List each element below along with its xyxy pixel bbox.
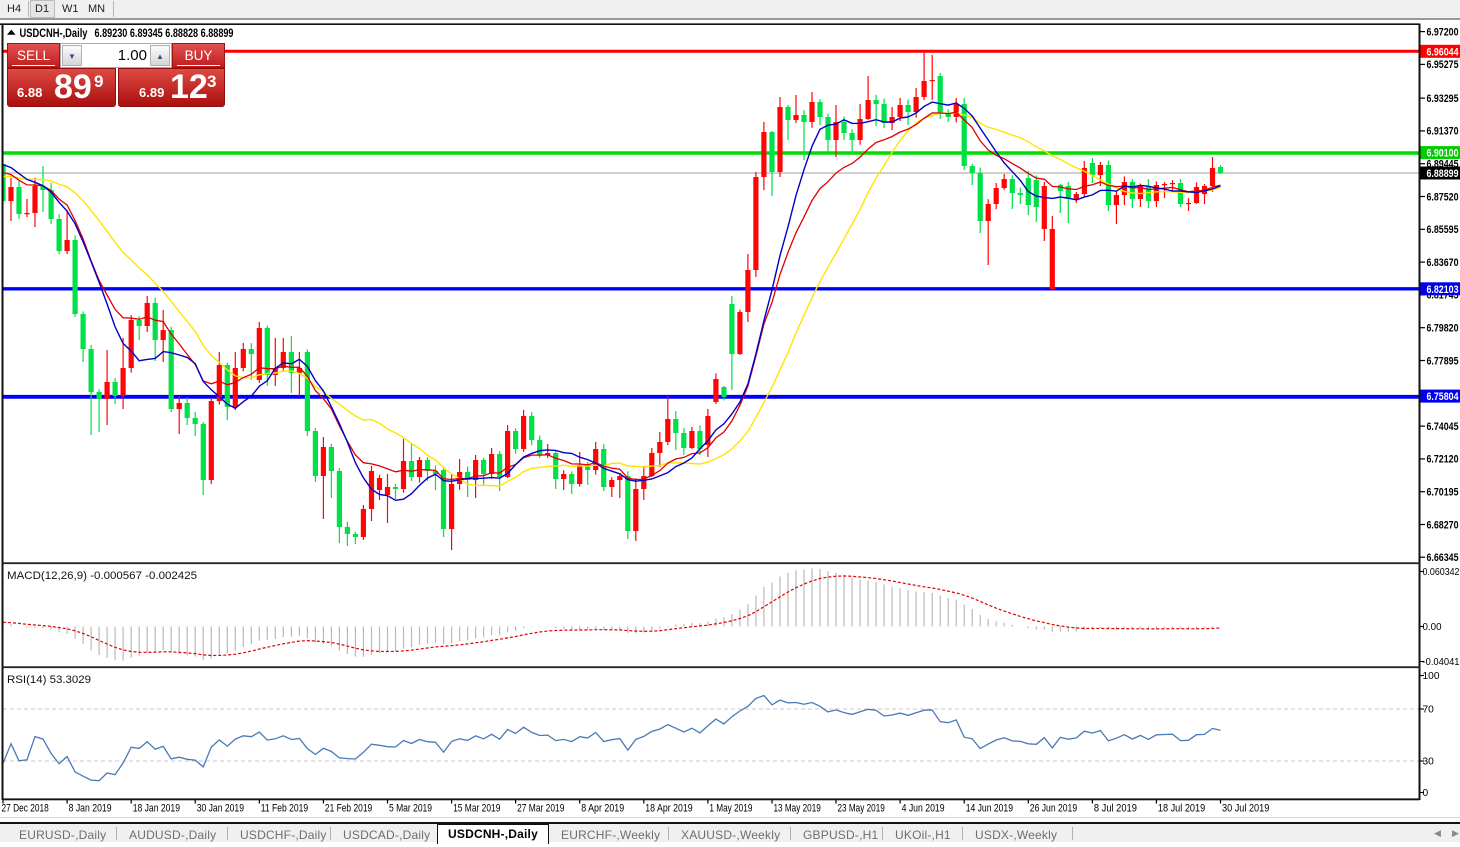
svg-text:6.93295: 6.93295 (1427, 93, 1459, 105)
svg-text:14 Jun 2019: 14 Jun 2019 (966, 803, 1013, 815)
svg-text:6.66345: 6.66345 (1427, 552, 1459, 564)
svg-text:30 Jan 2019: 30 Jan 2019 (197, 803, 244, 815)
svg-text:27 Dec 2018: 27 Dec 2018 (2, 803, 49, 815)
svg-text:6.75804: 6.75804 (1427, 391, 1459, 403)
svg-text:11 Feb 2019: 11 Feb 2019 (261, 803, 308, 815)
svg-text:6.95275: 6.95275 (1427, 59, 1459, 71)
svg-text:100: 100 (1423, 671, 1440, 682)
svg-text:27 Mar 2019: 27 Mar 2019 (517, 803, 564, 815)
svg-text:5 Mar 2019: 5 Mar 2019 (389, 803, 432, 815)
svg-text:6.89230 6.89345 6.88828 6.8889: 6.89230 6.89345 6.88828 6.88899 (95, 28, 234, 40)
svg-text:6.90100: 6.90100 (1427, 148, 1459, 160)
svg-text:8 Apr 2019: 8 Apr 2019 (581, 803, 624, 815)
svg-text:-0.04041: -0.04041 (1423, 657, 1460, 668)
svg-text:18 Apr 2019: 18 Apr 2019 (645, 803, 692, 815)
svg-text:4 Jun 2019: 4 Jun 2019 (902, 803, 945, 815)
svg-text:6.96044: 6.96044 (1427, 46, 1459, 58)
svg-text:70: 70 (1423, 705, 1435, 716)
svg-text:6.83670: 6.83670 (1427, 257, 1459, 269)
svg-text:6.68270: 6.68270 (1427, 519, 1459, 531)
svg-text:1 May 2019: 1 May 2019 (709, 803, 752, 815)
svg-text:8 Jul 2019: 8 Jul 2019 (1094, 803, 1137, 815)
svg-text:6.88899: 6.88899 (1427, 168, 1459, 180)
svg-text:30: 30 (1423, 757, 1435, 768)
svg-text:6.74045: 6.74045 (1427, 421, 1459, 433)
svg-text:6.91370: 6.91370 (1427, 126, 1459, 138)
svg-text:30 Jul 2019: 30 Jul 2019 (1222, 803, 1269, 815)
svg-text:6.70195: 6.70195 (1427, 487, 1459, 499)
svg-text:6.97200: 6.97200 (1427, 26, 1459, 38)
svg-text:6.79820: 6.79820 (1427, 323, 1459, 335)
svg-text:8 Jan 2019: 8 Jan 2019 (69, 803, 112, 815)
svg-text:18 Jul 2019: 18 Jul 2019 (1158, 803, 1205, 815)
svg-text:MACD(12,26,9) -0.000567 -0.002: MACD(12,26,9) -0.000567 -0.002425 (7, 570, 197, 582)
svg-text:6.72120: 6.72120 (1427, 454, 1459, 466)
svg-text:0: 0 (1423, 788, 1429, 799)
svg-text:USDCNH-,Daily: USDCNH-,Daily (20, 28, 88, 40)
svg-text:21 Feb 2019: 21 Feb 2019 (325, 803, 372, 815)
svg-text:6.77895: 6.77895 (1427, 355, 1459, 367)
svg-text:6.87520: 6.87520 (1427, 191, 1459, 203)
svg-text:0.00: 0.00 (1423, 622, 1442, 633)
svg-text:15 Mar 2019: 15 Mar 2019 (453, 803, 500, 815)
svg-text:18 Jan 2019: 18 Jan 2019 (133, 803, 180, 815)
svg-text:0.060342: 0.060342 (1423, 567, 1460, 578)
svg-text:RSI(14) 53.3029: RSI(14) 53.3029 (7, 674, 91, 686)
svg-text:26 Jun 2019: 26 Jun 2019 (1030, 803, 1077, 815)
svg-text:6.82103: 6.82103 (1427, 284, 1459, 296)
svg-text:6.85595: 6.85595 (1427, 224, 1459, 236)
svg-text:23 May 2019: 23 May 2019 (838, 803, 885, 815)
svg-text:13 May 2019: 13 May 2019 (774, 803, 821, 815)
